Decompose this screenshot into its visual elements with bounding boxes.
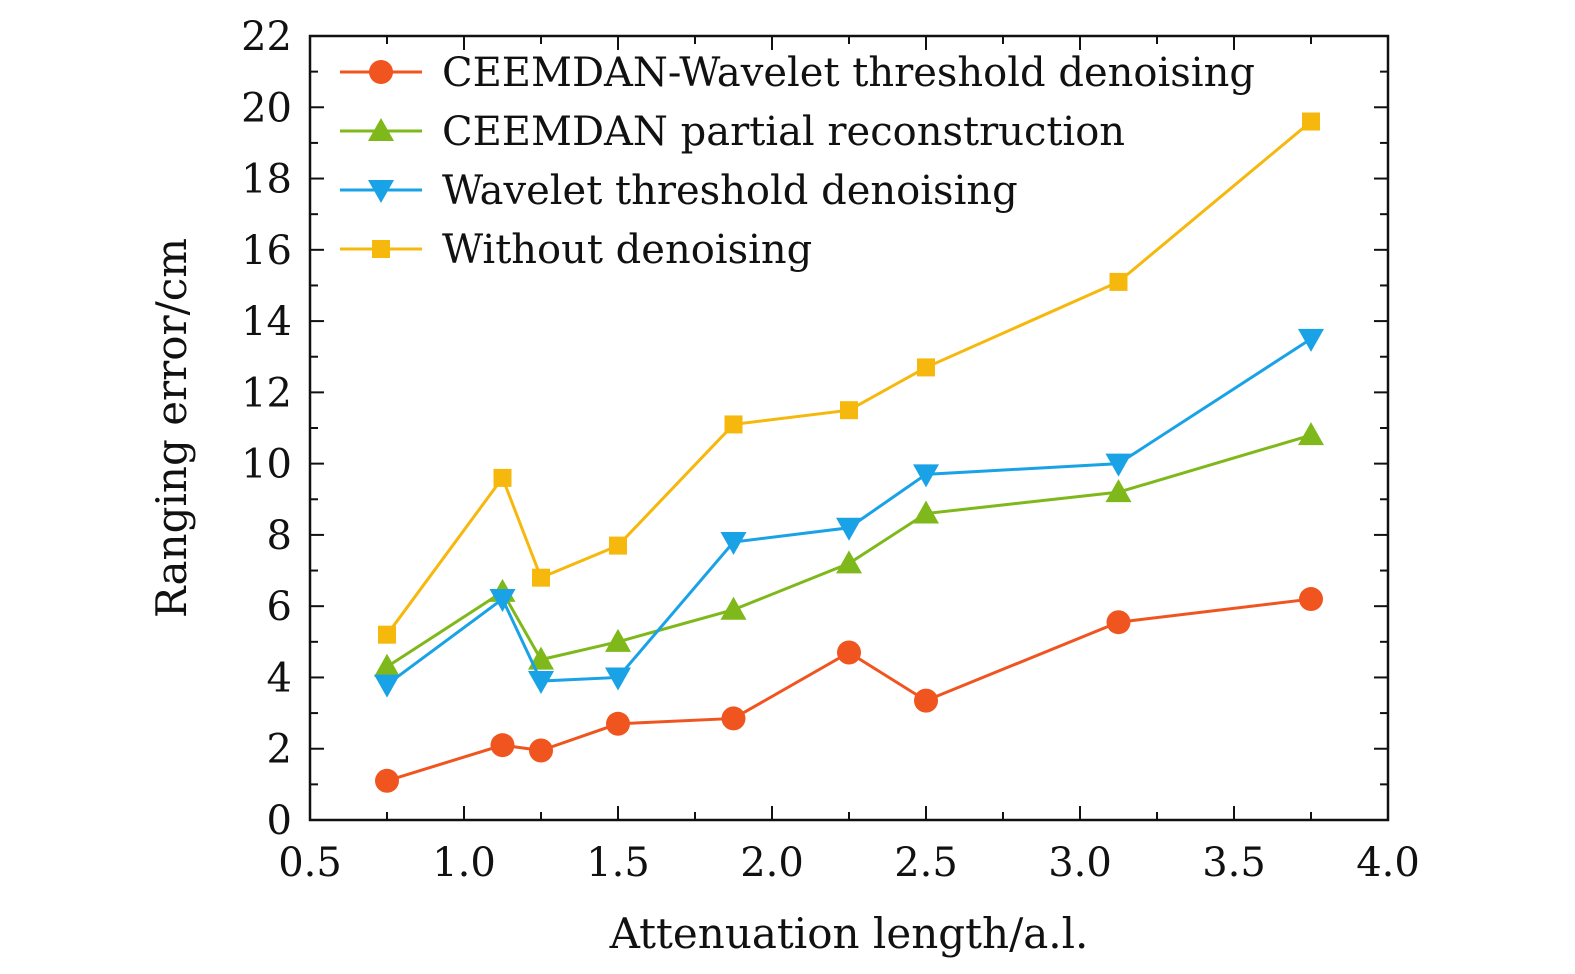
- x-tick-label: 1.5: [586, 840, 650, 886]
- data-point: [528, 671, 554, 695]
- data-point: [1302, 112, 1320, 131]
- data-point: [720, 532, 747, 556]
- legend-item-1: CEEMDAN-Wavelet threshold denoising: [340, 50, 1255, 96]
- data-point: [1106, 610, 1131, 635]
- series-3: [374, 328, 1324, 698]
- data-point: [493, 468, 512, 487]
- data-point: [1105, 479, 1132, 503]
- legend-label: CEEMDAN-Wavelet threshold denoising: [442, 50, 1255, 96]
- data-point: [375, 768, 399, 793]
- data-point: [836, 517, 862, 541]
- x-tick-label: 1.0: [432, 840, 496, 886]
- data-point: [605, 628, 631, 652]
- data-point: [1298, 422, 1324, 446]
- data-point: [724, 415, 743, 434]
- data-point: [532, 568, 550, 587]
- legend-label: CEEMDAN partial reconstruction: [442, 109, 1125, 155]
- data-point: [840, 401, 858, 420]
- y-axis-title: Ranging error/cm: [147, 238, 196, 618]
- legend-marker: [368, 118, 394, 141]
- data-point: [837, 640, 861, 665]
- data-point: [913, 464, 939, 488]
- x-tick-label: 2.0: [740, 840, 804, 886]
- y-tick-label: 4: [267, 655, 292, 701]
- y-tick-label: 0: [267, 798, 292, 844]
- x-axis-title: Attenuation length/a.l.: [609, 909, 1089, 958]
- y-tick-label: 6: [267, 584, 292, 630]
- data-point: [606, 711, 630, 736]
- legend-item-3: Wavelet threshold denoising: [340, 168, 1018, 214]
- data-point: [1105, 453, 1132, 477]
- data-point: [1298, 328, 1324, 352]
- legend-marker: [368, 180, 394, 203]
- data-point: [917, 358, 935, 377]
- data-point: [490, 733, 515, 758]
- chart-marks: [374, 112, 1324, 793]
- legend-item-2: CEEMDAN partial reconstruction: [340, 109, 1125, 155]
- data-point: [1109, 272, 1128, 291]
- y-tick-label: 22: [241, 14, 292, 60]
- data-point: [720, 596, 747, 620]
- chart-legend: CEEMDAN-Wavelet threshold denoising CEEMD…: [340, 50, 1255, 273]
- data-point: [378, 625, 396, 644]
- y-tick-label: 16: [241, 228, 292, 274]
- y-tick-label: 18: [241, 157, 292, 203]
- y-tick-label: 8: [267, 513, 292, 559]
- series-line: [386, 597, 1312, 783]
- legend-item-4: Without denoising: [340, 227, 812, 273]
- legend-marker: [372, 240, 390, 258]
- data-point: [609, 536, 627, 555]
- y-tick-label: 12: [241, 370, 292, 416]
- legend-marker: [369, 60, 393, 84]
- chart-axes: 0.5 1.0 1.5 2.0 2.5 3.0 3.5 4.0 0 2 4 6 8 10 12 14 16 18 2…: [241, 14, 1420, 886]
- y-tick-label: 14: [241, 299, 292, 345]
- data-point: [489, 589, 516, 613]
- data-point: [374, 653, 400, 677]
- data-point: [529, 738, 553, 763]
- x-tick-label: 4.0: [1356, 840, 1420, 886]
- data-point: [914, 688, 938, 713]
- legend-label: Wavelet threshold denoising: [442, 168, 1018, 214]
- y-tick-label: 20: [241, 85, 292, 131]
- x-tick-label: 3.0: [1048, 840, 1112, 886]
- series-1: [375, 587, 1323, 793]
- series-2: [374, 422, 1324, 677]
- y-tick-label: 2: [267, 727, 292, 773]
- data-point: [721, 706, 746, 731]
- data-point: [374, 674, 400, 698]
- series-4: [378, 112, 1320, 644]
- data-point: [605, 667, 631, 691]
- data-point: [913, 500, 939, 524]
- data-point: [836, 550, 862, 574]
- x-tick-label: 2.5: [894, 840, 958, 886]
- x-tick-label: 0.5: [278, 840, 342, 886]
- data-point: [1299, 587, 1323, 612]
- x-tick-label: 3.5: [1202, 840, 1266, 886]
- y-tick-label: 10: [241, 442, 292, 488]
- legend-label: Without denoising: [442, 227, 812, 273]
